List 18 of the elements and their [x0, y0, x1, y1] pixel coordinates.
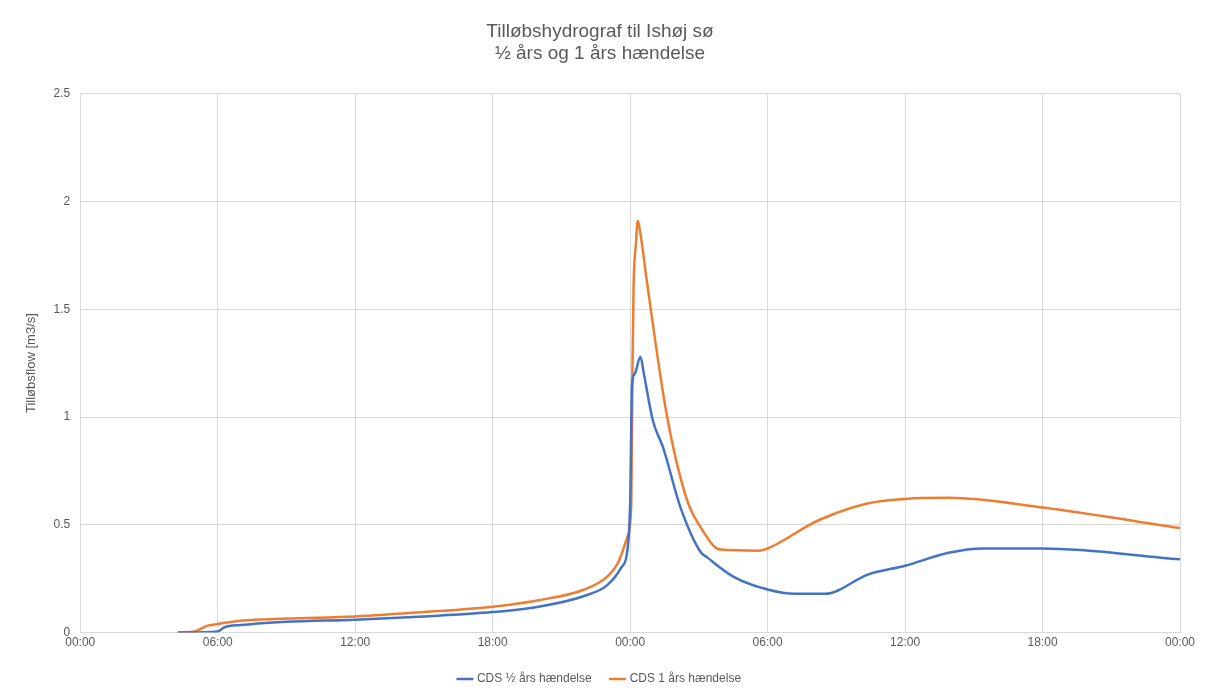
legend-label: CDS ½ års hændelse	[476, 671, 592, 686]
y-tick-label: 2.5	[53, 85, 71, 100]
x-tick-label: 18:00	[1027, 635, 1058, 650]
y-tick-label: 2	[63, 193, 71, 208]
y-axis-title: Tilløbsflow [m3/s]	[23, 313, 39, 414]
x-tick-label: 00:00	[1164, 635, 1196, 650]
chart-title: Tilløbshydrograf til Ishøj sø	[486, 19, 715, 41]
x-tick-label: 12:00	[340, 635, 371, 650]
y-tick-label: 1.5	[53, 301, 71, 316]
x-tick-label: 12:00	[890, 635, 921, 650]
y-tick-label: 1	[63, 409, 71, 424]
legend-label: CDS 1 års hændelse	[629, 671, 742, 686]
chart-subtitle: ½ års og 1 års hændelse	[494, 42, 706, 64]
x-tick-label: 06:00	[202, 635, 234, 650]
x-tick-label: 00:00	[615, 635, 646, 650]
x-tick-label: 06:00	[752, 635, 783, 650]
x-tick-label: 18:00	[477, 635, 509, 650]
y-tick-label: 0.5	[53, 517, 71, 532]
